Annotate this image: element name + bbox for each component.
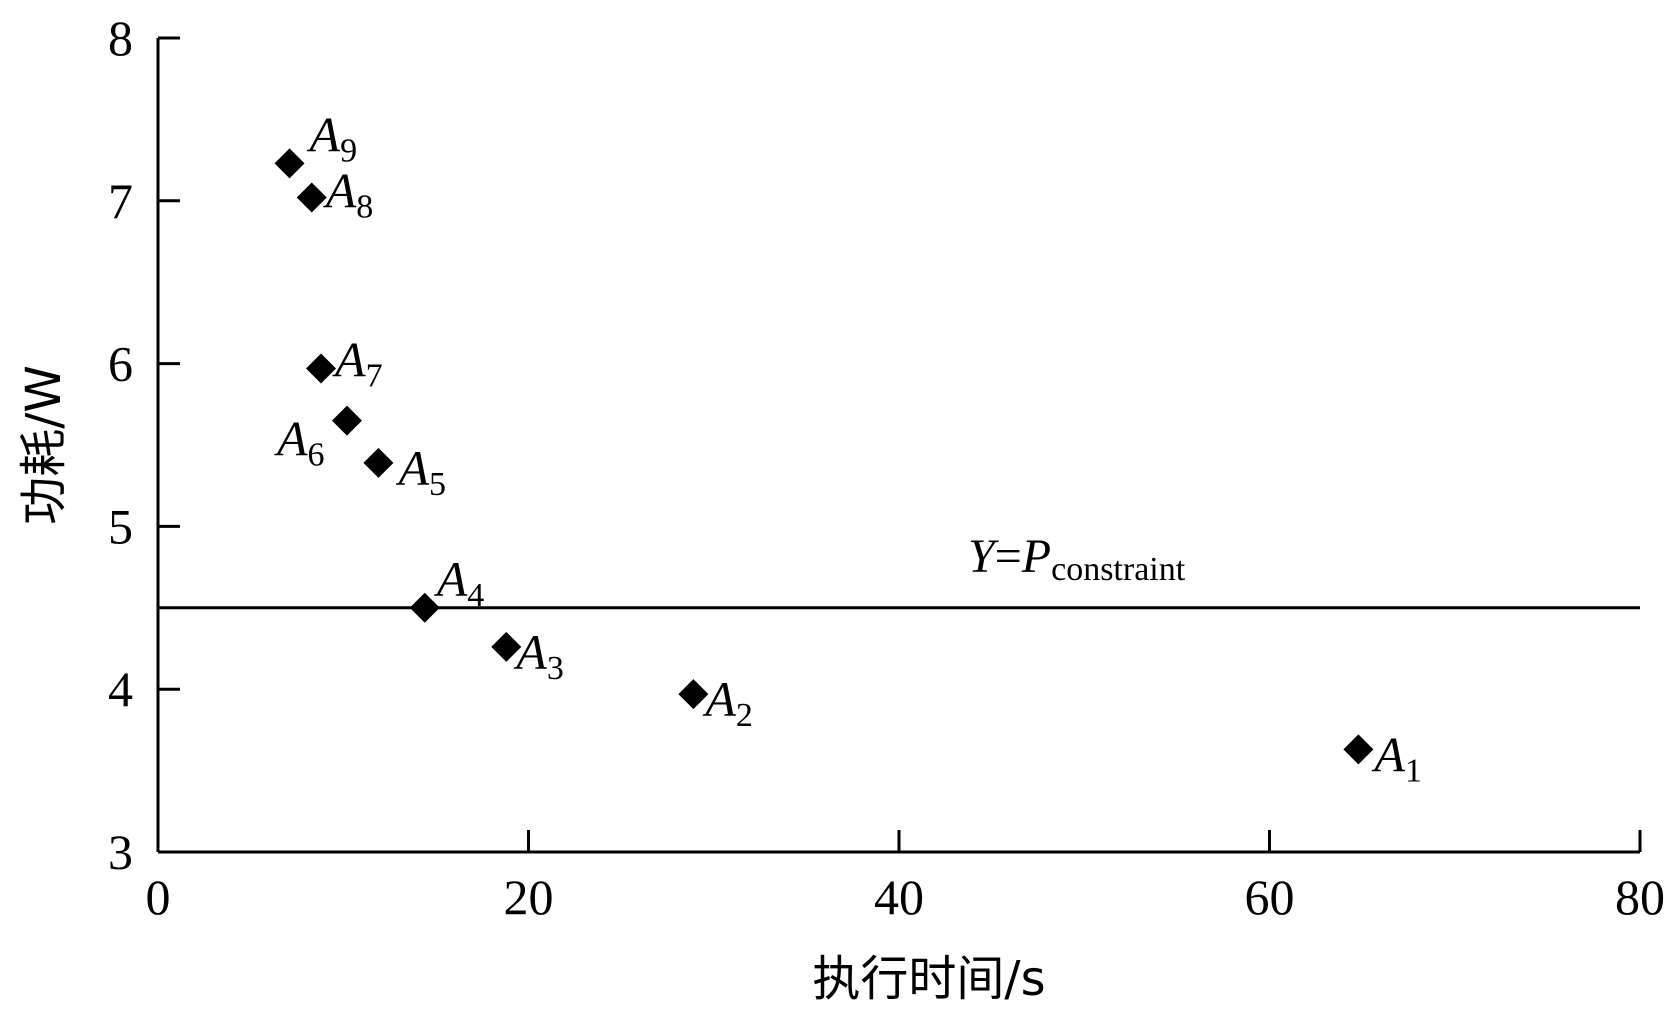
data-point-marker — [409, 592, 440, 623]
data-point-label: A6 — [274, 411, 325, 474]
data-point-label: A3 — [513, 624, 564, 687]
x-axis-title: 执行时间/s — [812, 951, 1045, 1007]
x-tick-label: 40 — [874, 869, 924, 925]
axes — [156, 38, 1640, 854]
x-tick-label: 0 — [146, 869, 171, 925]
y-tick-label: 6 — [108, 336, 133, 392]
y-tick-label: 8 — [108, 10, 133, 66]
constraint-label-p: P — [1021, 530, 1051, 583]
x-tick-label: 20 — [504, 869, 554, 925]
x-axis-ticks: 0 20 40 60 80 — [146, 830, 1665, 925]
y-tick-label: 4 — [108, 661, 133, 717]
data-point-label: A7 — [332, 331, 383, 394]
data-point-label: A4 — [434, 551, 485, 614]
x-tick-label: 80 — [1615, 869, 1665, 925]
data-point-marker — [1343, 734, 1374, 765]
data-point-marker — [491, 631, 522, 662]
y-tick-label: 5 — [108, 498, 133, 554]
data-point-marker — [274, 148, 305, 179]
x-tick-label: 60 — [1245, 869, 1295, 925]
constraint-label: Y=Pconstraint — [968, 530, 1186, 588]
y-tick-label: 3 — [108, 824, 133, 880]
y-axis-ticks: 3 4 5 6 7 8 — [108, 10, 180, 880]
data-point-marker — [363, 447, 394, 478]
data-point-marker — [296, 182, 327, 213]
data-point-label: A8 — [323, 163, 374, 226]
data-point-label: A5 — [395, 440, 446, 503]
data-point-marker — [678, 679, 709, 710]
y-axis-title: 功耗/W — [16, 365, 72, 525]
data-point-marker — [306, 353, 337, 384]
data-point-marker — [331, 405, 362, 436]
constraint-label-eq: = — [995, 530, 1022, 583]
y-tick-label: 7 — [108, 173, 133, 229]
constraint-label-sub: constraint — [1051, 551, 1186, 588]
constraint-label-y: Y — [968, 530, 999, 583]
data-point-label: A2 — [702, 671, 753, 734]
data-point-label: A9 — [307, 106, 358, 169]
data-point-label: A1 — [1371, 726, 1422, 789]
